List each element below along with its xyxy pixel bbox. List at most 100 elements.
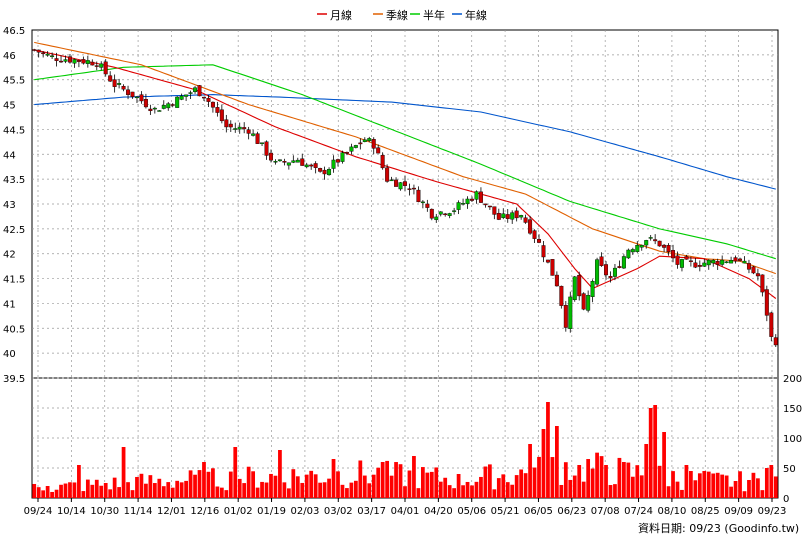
volume-bar: [720, 474, 725, 498]
candle-body: [304, 164, 309, 168]
volume-bar: [622, 462, 626, 498]
volume-bar: [452, 488, 457, 498]
candlestick-layer: [32, 48, 778, 347]
candle: [586, 290, 591, 313]
price-tick-label: 42: [3, 250, 16, 261]
candle-body: [50, 55, 55, 58]
candle: [604, 261, 609, 280]
volume-bar: [429, 471, 434, 498]
volume-bar: [117, 487, 121, 498]
candle: [706, 259, 711, 270]
candle-body: [371, 139, 376, 149]
candle: [224, 114, 229, 133]
candle: [478, 187, 483, 203]
volume-bar: [121, 447, 126, 498]
candle: [179, 93, 184, 101]
volume-bar: [461, 485, 465, 498]
candle-body: [443, 213, 448, 216]
volume-tick-label: 50: [783, 464, 796, 475]
volume-bar: [376, 467, 381, 498]
candle-body: [197, 85, 202, 97]
candle-body: [291, 160, 296, 163]
x-tick-label: 08/10: [657, 506, 686, 517]
candle-body: [590, 281, 595, 297]
candle-body: [671, 250, 676, 259]
candle-body: [59, 60, 64, 63]
candle: [85, 55, 90, 68]
candle: [201, 96, 206, 102]
candle-body: [528, 219, 533, 234]
candle: [595, 257, 600, 287]
volume-bar: [269, 473, 273, 498]
candle: [152, 106, 157, 114]
candle-body: [255, 133, 260, 144]
volume-bar: [523, 473, 528, 498]
x-tick-label: 05/06: [457, 506, 486, 517]
volume-bar: [702, 471, 707, 498]
candle: [746, 259, 751, 274]
volume-bar: [170, 487, 175, 498]
candle: [215, 101, 220, 117]
price-tick-label: 45.5: [3, 76, 25, 87]
candle-body: [581, 293, 586, 310]
volume-bar: [706, 471, 711, 498]
candle: [134, 96, 139, 103]
footer-source-text: 資料日期: 09/23 (Goodinfo.tw): [638, 521, 799, 535]
candle-body: [54, 58, 59, 61]
candle-body: [121, 85, 126, 90]
volume-bar: [184, 480, 188, 498]
candle-body: [201, 96, 206, 99]
candle-body: [644, 240, 649, 246]
volume-bar: [251, 471, 255, 498]
candle-body: [563, 305, 568, 328]
candle: [487, 205, 492, 210]
candle: [269, 149, 273, 163]
candle-body: [295, 159, 300, 163]
candle-body: [139, 94, 144, 102]
volume-bar: [751, 472, 756, 498]
candle: [67, 54, 72, 64]
candle-body: [434, 216, 439, 220]
candle-body: [309, 164, 314, 167]
volume-bar: [99, 485, 104, 498]
candle-body: [228, 123, 233, 128]
candle: [264, 140, 269, 160]
candle: [483, 203, 488, 208]
candle: [411, 184, 416, 195]
candle-body: [403, 181, 407, 186]
candle-body: [492, 206, 497, 215]
candle-body: [653, 239, 658, 242]
candle: [41, 51, 46, 58]
candle: [161, 100, 166, 110]
volume-bar: [577, 465, 582, 498]
volume-bar: [264, 482, 269, 498]
volume-bar: [144, 483, 148, 498]
volume-bar: [318, 482, 323, 498]
volume-bar: [519, 469, 524, 498]
candle: [429, 208, 434, 221]
candle-body: [452, 210, 457, 212]
volume-bar: [648, 408, 653, 498]
candle-body: [447, 213, 452, 216]
volume-bar: [228, 471, 233, 498]
candle: [246, 126, 251, 140]
candle-body: [666, 245, 671, 253]
volume-bar: [389, 475, 394, 498]
candle: [112, 74, 117, 93]
volume-bar: [756, 478, 760, 498]
price-tick-label: 45: [3, 101, 16, 112]
volume-bar: [568, 479, 573, 498]
volume-tick-label: 150: [783, 404, 802, 415]
candle: [452, 207, 457, 215]
price-tick-label: 46.5: [3, 26, 25, 37]
candle-body: [85, 60, 90, 64]
candle-body: [684, 256, 689, 260]
x-tick-label: 01/19: [257, 506, 286, 517]
candle: [697, 260, 702, 272]
candle-body: [559, 285, 564, 306]
volume-bar: [85, 479, 90, 498]
candle: [362, 137, 367, 143]
candle-body: [166, 103, 171, 109]
volume-bar: [764, 468, 769, 498]
volume-bar: [613, 484, 617, 498]
